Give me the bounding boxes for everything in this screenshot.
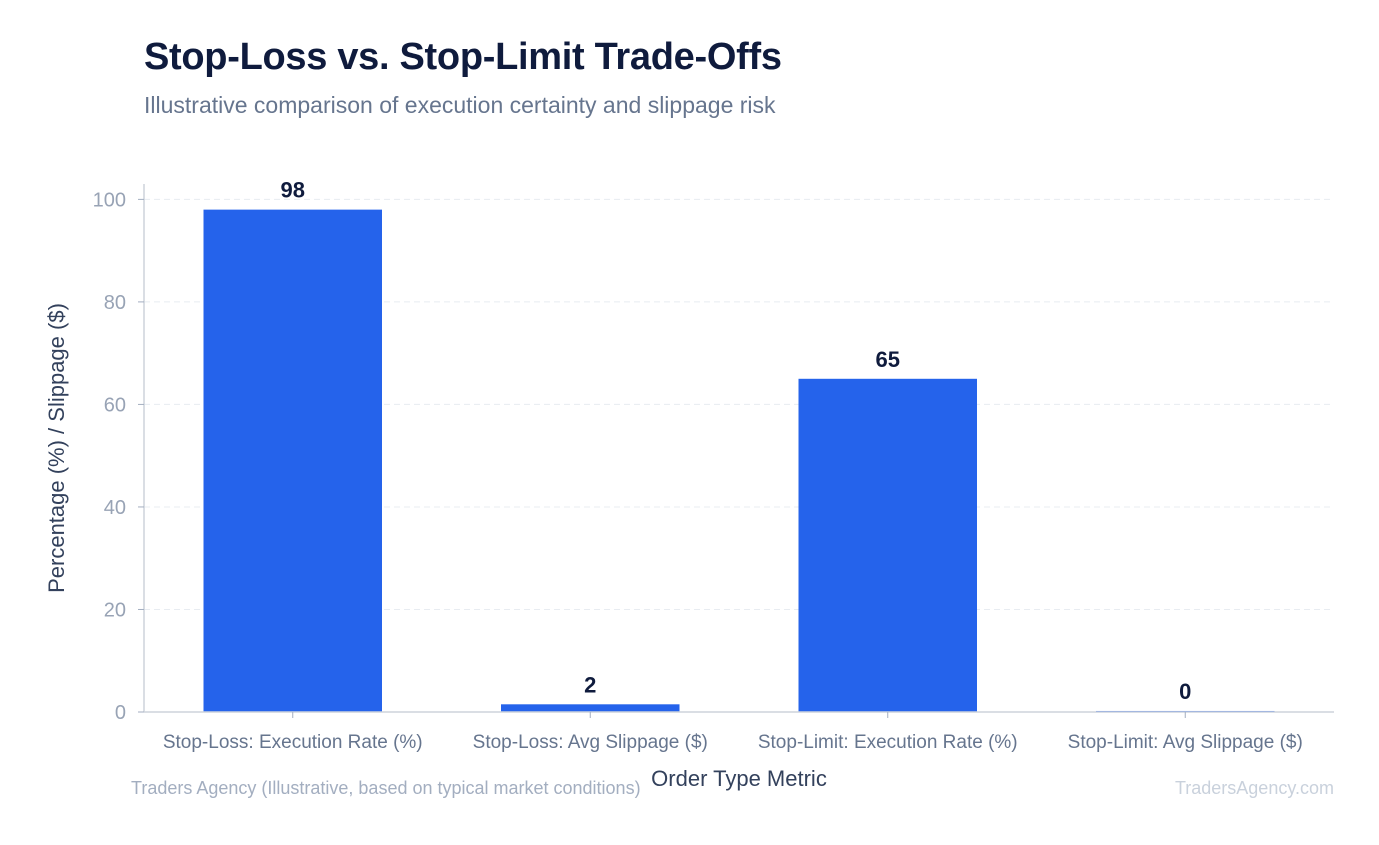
bar — [501, 704, 680, 712]
chart-title: Stop-Loss vs. Stop-Limit Trade-Offs — [144, 36, 782, 78]
y-tick-label: 100 — [93, 189, 126, 211]
chart-subtitle: Illustrative comparison of execution cer… — [144, 92, 776, 118]
y-tick-label: 60 — [104, 394, 126, 416]
x-axis-ticks: Stop-Loss: Execution Rate (%) Stop-Loss: … — [163, 712, 1303, 753]
x-axis-label: Order Type Metric — [651, 766, 827, 791]
bar — [798, 378, 977, 712]
y-tick-label: 40 — [104, 497, 126, 519]
x-tick-label: Stop-Limit: Execution Rate (%) — [758, 732, 1018, 753]
data-label: 98 — [281, 178, 305, 203]
x-tick-label: Stop-Loss: Avg Slippage ($) — [473, 732, 708, 753]
source-note: Traders Agency (Illustrative, based on t… — [131, 778, 641, 798]
bars — [203, 209, 1275, 712]
data-labels: 98 2 65 0 — [281, 178, 1192, 704]
grid-lines — [144, 198, 1334, 610]
x-tick-label: Stop-Loss: Execution Rate (%) — [163, 732, 423, 753]
data-label: 0 — [1179, 679, 1191, 704]
y-axis-ticks: 0 20 40 60 80 100 — [93, 189, 144, 724]
y-axis-label: Percentage (%) / Slippage ($) — [44, 303, 69, 593]
x-tick-label: Stop-Limit: Avg Slippage ($) — [1068, 732, 1303, 753]
data-label: 65 — [876, 347, 900, 372]
watermark: TradersAgency.com — [1174, 778, 1334, 798]
data-label: 2 — [584, 672, 596, 697]
bar — [203, 209, 382, 712]
y-tick-label: 20 — [104, 599, 126, 621]
y-tick-label: 80 — [104, 292, 126, 314]
y-tick-label: 0 — [115, 702, 126, 724]
